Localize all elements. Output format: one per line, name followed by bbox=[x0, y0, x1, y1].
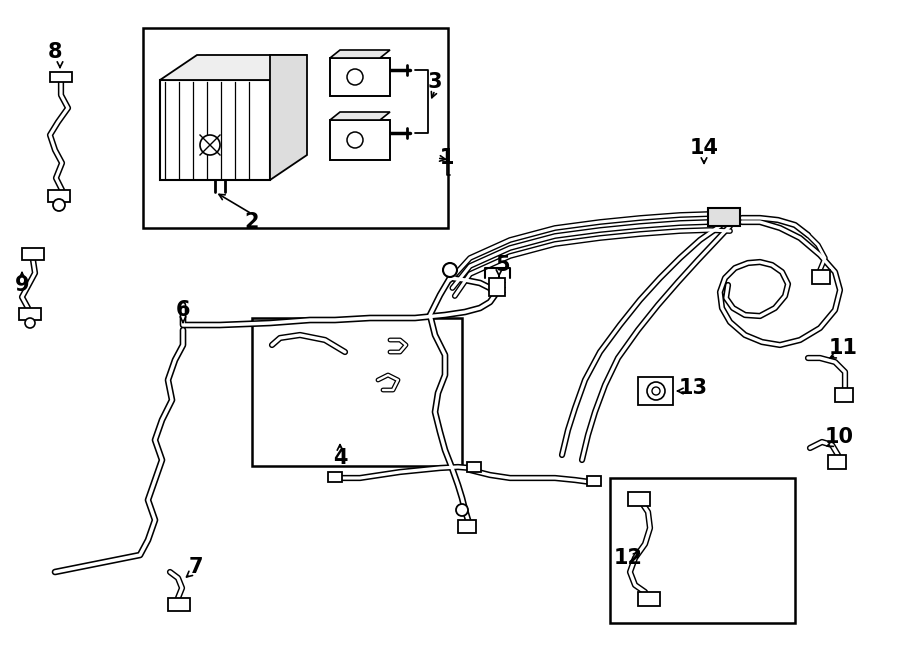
Bar bbox=[489, 278, 505, 296]
Circle shape bbox=[347, 69, 363, 85]
Text: 5: 5 bbox=[496, 255, 510, 275]
Text: 1: 1 bbox=[440, 148, 454, 168]
Circle shape bbox=[456, 504, 468, 516]
Bar bbox=[48, 190, 70, 202]
Text: 8: 8 bbox=[48, 42, 62, 62]
Bar bbox=[610, 478, 795, 623]
Bar bbox=[50, 72, 72, 82]
Bar bbox=[328, 472, 342, 482]
Bar bbox=[708, 208, 740, 226]
Text: 6: 6 bbox=[176, 300, 190, 320]
Bar bbox=[330, 58, 390, 96]
Bar bbox=[638, 592, 660, 606]
Text: 14: 14 bbox=[689, 138, 718, 158]
Text: 9: 9 bbox=[14, 275, 30, 295]
Bar bbox=[168, 598, 190, 611]
Circle shape bbox=[347, 132, 363, 148]
Text: 4: 4 bbox=[333, 448, 347, 468]
Circle shape bbox=[652, 387, 660, 395]
Text: 10: 10 bbox=[824, 427, 853, 447]
Text: 1: 1 bbox=[440, 148, 454, 168]
Polygon shape bbox=[160, 55, 307, 80]
Circle shape bbox=[443, 263, 457, 277]
Text: 3: 3 bbox=[428, 72, 442, 92]
Bar bbox=[22, 248, 44, 260]
Text: 12: 12 bbox=[614, 548, 643, 568]
Text: 2: 2 bbox=[245, 212, 259, 232]
Text: 13: 13 bbox=[679, 378, 707, 398]
Polygon shape bbox=[330, 112, 390, 120]
Bar bbox=[628, 492, 650, 506]
Circle shape bbox=[200, 135, 220, 155]
Text: 7: 7 bbox=[189, 557, 203, 577]
Polygon shape bbox=[270, 55, 307, 180]
Circle shape bbox=[25, 318, 35, 328]
Bar bbox=[638, 377, 673, 405]
Bar bbox=[587, 476, 601, 486]
Bar bbox=[835, 388, 853, 402]
Bar bbox=[143, 28, 448, 228]
Bar bbox=[160, 80, 270, 180]
Circle shape bbox=[647, 382, 665, 400]
Text: 11: 11 bbox=[829, 338, 858, 358]
Bar bbox=[330, 120, 390, 160]
Bar bbox=[828, 455, 846, 469]
Bar bbox=[252, 318, 462, 466]
Bar bbox=[19, 308, 41, 320]
Bar bbox=[812, 270, 830, 284]
Polygon shape bbox=[330, 50, 390, 58]
Bar bbox=[467, 462, 481, 472]
Circle shape bbox=[53, 199, 65, 211]
Bar bbox=[458, 520, 476, 533]
